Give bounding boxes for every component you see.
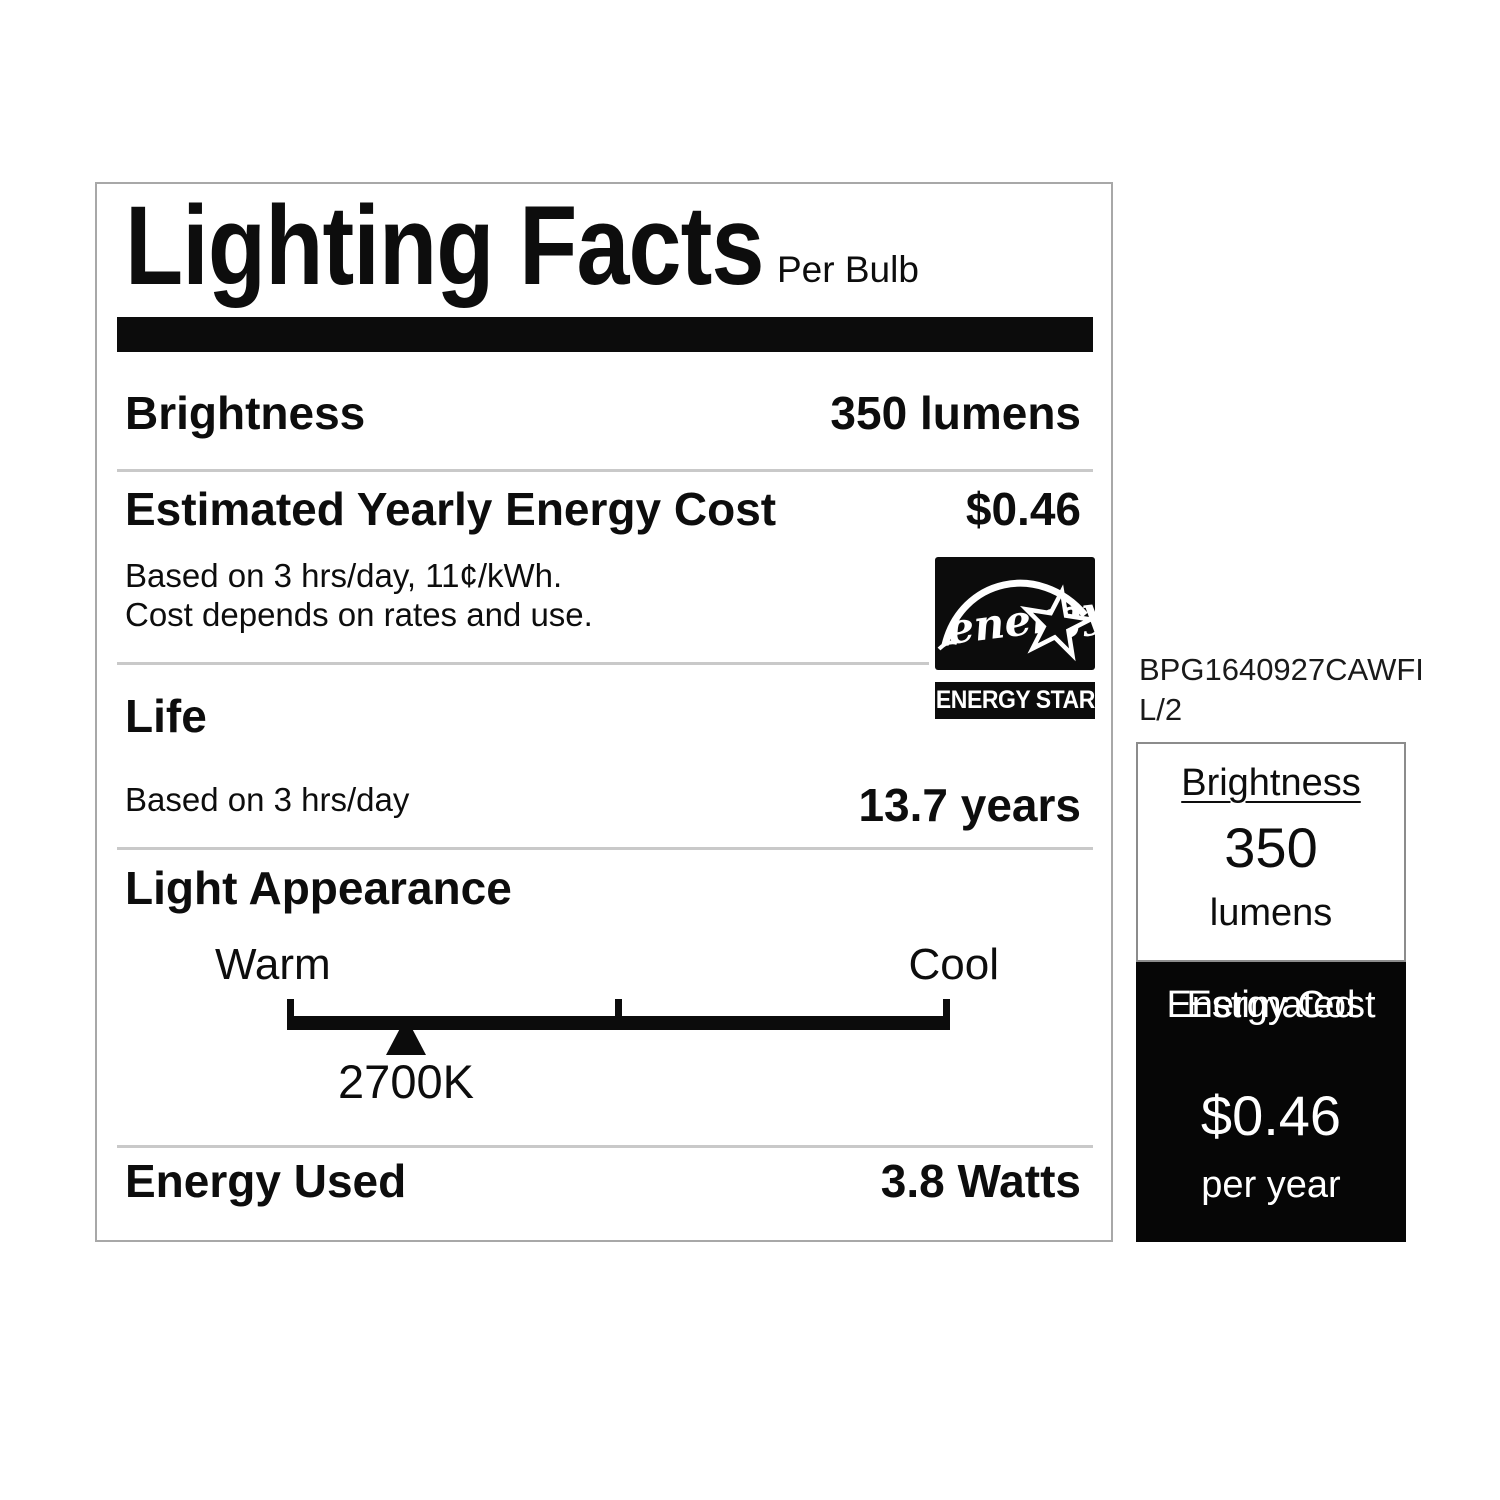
energy-cost-note-line1: Based on 3 hrs/day, 11¢/kWh. [125, 557, 563, 594]
life-heading: Life [125, 690, 207, 742]
life-value: 13.7 years [858, 779, 1081, 831]
energy-cost-label: Estimated Yearly Energy Cost [125, 483, 777, 535]
divider [117, 1145, 1093, 1148]
energy-used-row: Energy Used 3.8 Watts [125, 1158, 1081, 1204]
color-temperature-value: 2700K [338, 1055, 474, 1108]
scale-tick-right [943, 999, 950, 1016]
brightness-value: 350 lumens [830, 387, 1081, 439]
energy-cost-card-heading-line2: Energy Cost [1166, 984, 1376, 1026]
product-sku: BPG1640927CAWFI L/2 [1139, 650, 1424, 730]
divider [117, 469, 1093, 472]
label-title: Lighting Facts [125, 183, 764, 308]
divider [117, 847, 1093, 850]
energy-cost-note-line2: Cost depends on rates and use. [125, 596, 593, 633]
divider [117, 662, 929, 665]
scale-tick-left [287, 999, 294, 1016]
label-title-suffix: Per Bulb [777, 249, 919, 290]
life-note: Based on 3 hrs/day [125, 781, 410, 818]
scale-cool-label: Cool [908, 940, 1000, 989]
energy-used-value: 3.8 Watts [880, 1155, 1081, 1207]
energy-cost-note: Based on 3 hrs/day, 11¢/kWh. Cost depend… [125, 556, 593, 634]
scale-warm-label: Warm [215, 940, 331, 989]
label-title-row: Lighting Facts [125, 190, 785, 310]
energy-cost-summary-card: Estimated Energy Cost $0.46 per year [1136, 962, 1406, 1242]
energy-cost-card-value: $0.46 [1200, 1084, 1342, 1147]
scale-tick-middle [615, 999, 622, 1016]
product-sku-line1: BPG1640927CAWFI [1139, 652, 1424, 687]
lighting-facts-label: Lighting Facts Per Bulb Brightness 350 l… [95, 182, 1113, 1242]
energy-used-label: Energy Used [125, 1155, 407, 1207]
energy-cost-value: $0.46 [965, 483, 1081, 535]
brightness-card-heading: Brightness [1181, 762, 1361, 804]
energy-star-wordmark-text: ENERGY STAR [935, 686, 1095, 714]
product-sku-line2: L/2 [1139, 692, 1183, 727]
title-separator-bar [117, 317, 1093, 352]
color-temperature-scale-bar [287, 1016, 950, 1030]
brightness-card-value: 350 [1224, 816, 1318, 879]
brightness-summary-card: Brightness 350 lumens [1136, 742, 1406, 962]
energy-cost-card-heading-line1: Estimated [1186, 984, 1356, 1026]
brightness-row: Brightness 350 lumens [125, 390, 1081, 436]
color-temperature-marker-icon [386, 1017, 426, 1055]
light-appearance-heading: Light Appearance [125, 862, 512, 914]
brightness-card-unit: lumens [1209, 892, 1333, 934]
energy-cost-card-unit: per year [1201, 1164, 1341, 1206]
energy-star-wordmark: ENERGY STAR [935, 682, 1095, 719]
energy-star-emblem-icon: energy [935, 557, 1112, 670]
brightness-label: Brightness [125, 387, 366, 439]
energy-cost-row: Estimated Yearly Energy Cost $0.46 [125, 486, 1081, 532]
energy-star-logo: energy ENERGY STAR [935, 557, 1112, 719]
